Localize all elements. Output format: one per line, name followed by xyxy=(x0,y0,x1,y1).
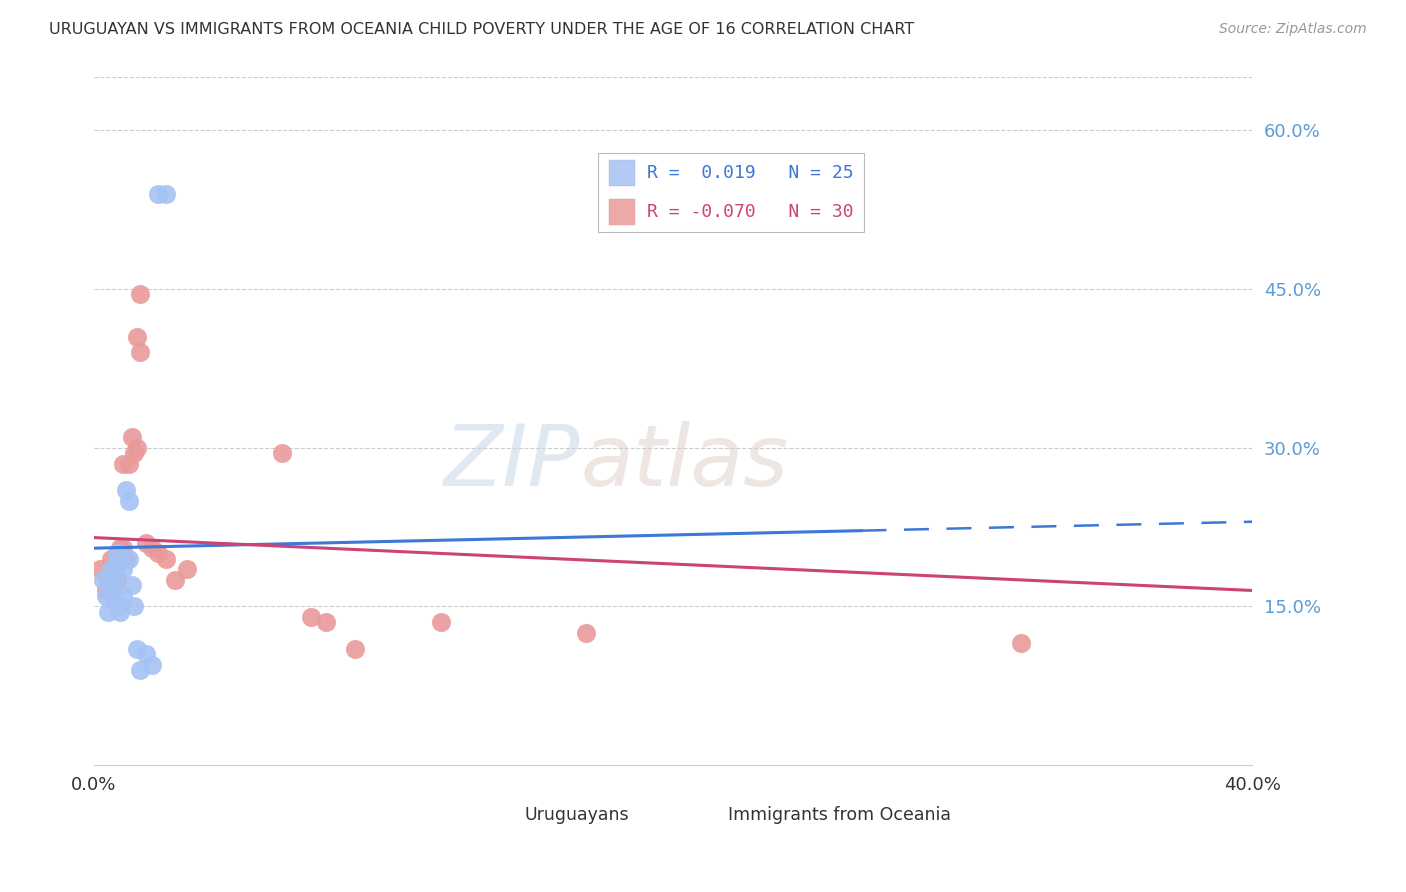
Point xyxy=(575,625,598,640)
Point xyxy=(108,599,131,614)
Point xyxy=(155,186,177,201)
Point xyxy=(97,573,120,587)
Point xyxy=(141,657,163,672)
Point xyxy=(163,573,186,587)
Point xyxy=(146,186,169,201)
Text: ZIP: ZIP xyxy=(444,421,581,504)
Point xyxy=(103,594,125,608)
Point xyxy=(108,541,131,556)
Point xyxy=(118,457,141,471)
Point xyxy=(299,610,322,624)
FancyBboxPatch shape xyxy=(609,160,636,186)
Point xyxy=(114,551,136,566)
Point xyxy=(105,546,128,560)
Point xyxy=(430,615,453,630)
Text: Uruguayans: Uruguayans xyxy=(524,805,630,823)
Point xyxy=(111,589,134,603)
Point xyxy=(121,430,143,444)
Point xyxy=(176,562,198,576)
Point xyxy=(129,345,152,359)
Point xyxy=(105,557,128,571)
Point xyxy=(108,605,131,619)
Point xyxy=(103,583,125,598)
Point xyxy=(97,605,120,619)
Text: Immigrants from Oceania: Immigrants from Oceania xyxy=(728,805,950,823)
Point xyxy=(315,615,337,630)
Text: R = -0.070   N = 30: R = -0.070 N = 30 xyxy=(647,203,853,221)
Point xyxy=(121,578,143,592)
Point xyxy=(124,599,146,614)
FancyBboxPatch shape xyxy=(609,199,636,226)
Point xyxy=(271,446,294,460)
Point xyxy=(155,551,177,566)
Point xyxy=(118,551,141,566)
Point xyxy=(127,329,149,343)
Point xyxy=(111,541,134,556)
Point xyxy=(91,573,114,587)
Point xyxy=(141,541,163,556)
Point xyxy=(94,589,117,603)
Point xyxy=(129,287,152,301)
Text: URUGUAYAN VS IMMIGRANTS FROM OCEANIA CHILD POVERTY UNDER THE AGE OF 16 CORRELATI: URUGUAYAN VS IMMIGRANTS FROM OCEANIA CHI… xyxy=(49,22,914,37)
Point xyxy=(105,573,128,587)
Point xyxy=(135,536,157,550)
Point xyxy=(127,441,149,455)
FancyBboxPatch shape xyxy=(488,802,517,827)
FancyBboxPatch shape xyxy=(690,802,720,827)
Point xyxy=(94,583,117,598)
Point xyxy=(111,562,134,576)
Point xyxy=(1010,636,1032,650)
Text: R =  0.019   N = 25: R = 0.019 N = 25 xyxy=(647,164,853,182)
FancyBboxPatch shape xyxy=(598,153,865,232)
Point xyxy=(100,573,122,587)
Point xyxy=(100,551,122,566)
Point xyxy=(135,647,157,661)
Point xyxy=(129,663,152,677)
Point xyxy=(118,493,141,508)
Point xyxy=(124,446,146,460)
Point xyxy=(103,562,125,576)
Point xyxy=(343,641,366,656)
Text: Source: ZipAtlas.com: Source: ZipAtlas.com xyxy=(1219,22,1367,37)
Point xyxy=(100,562,122,576)
Point xyxy=(127,641,149,656)
Point xyxy=(89,562,111,576)
Text: atlas: atlas xyxy=(581,421,789,504)
Point xyxy=(146,546,169,560)
Point xyxy=(114,483,136,497)
Point xyxy=(111,457,134,471)
Point xyxy=(103,573,125,587)
